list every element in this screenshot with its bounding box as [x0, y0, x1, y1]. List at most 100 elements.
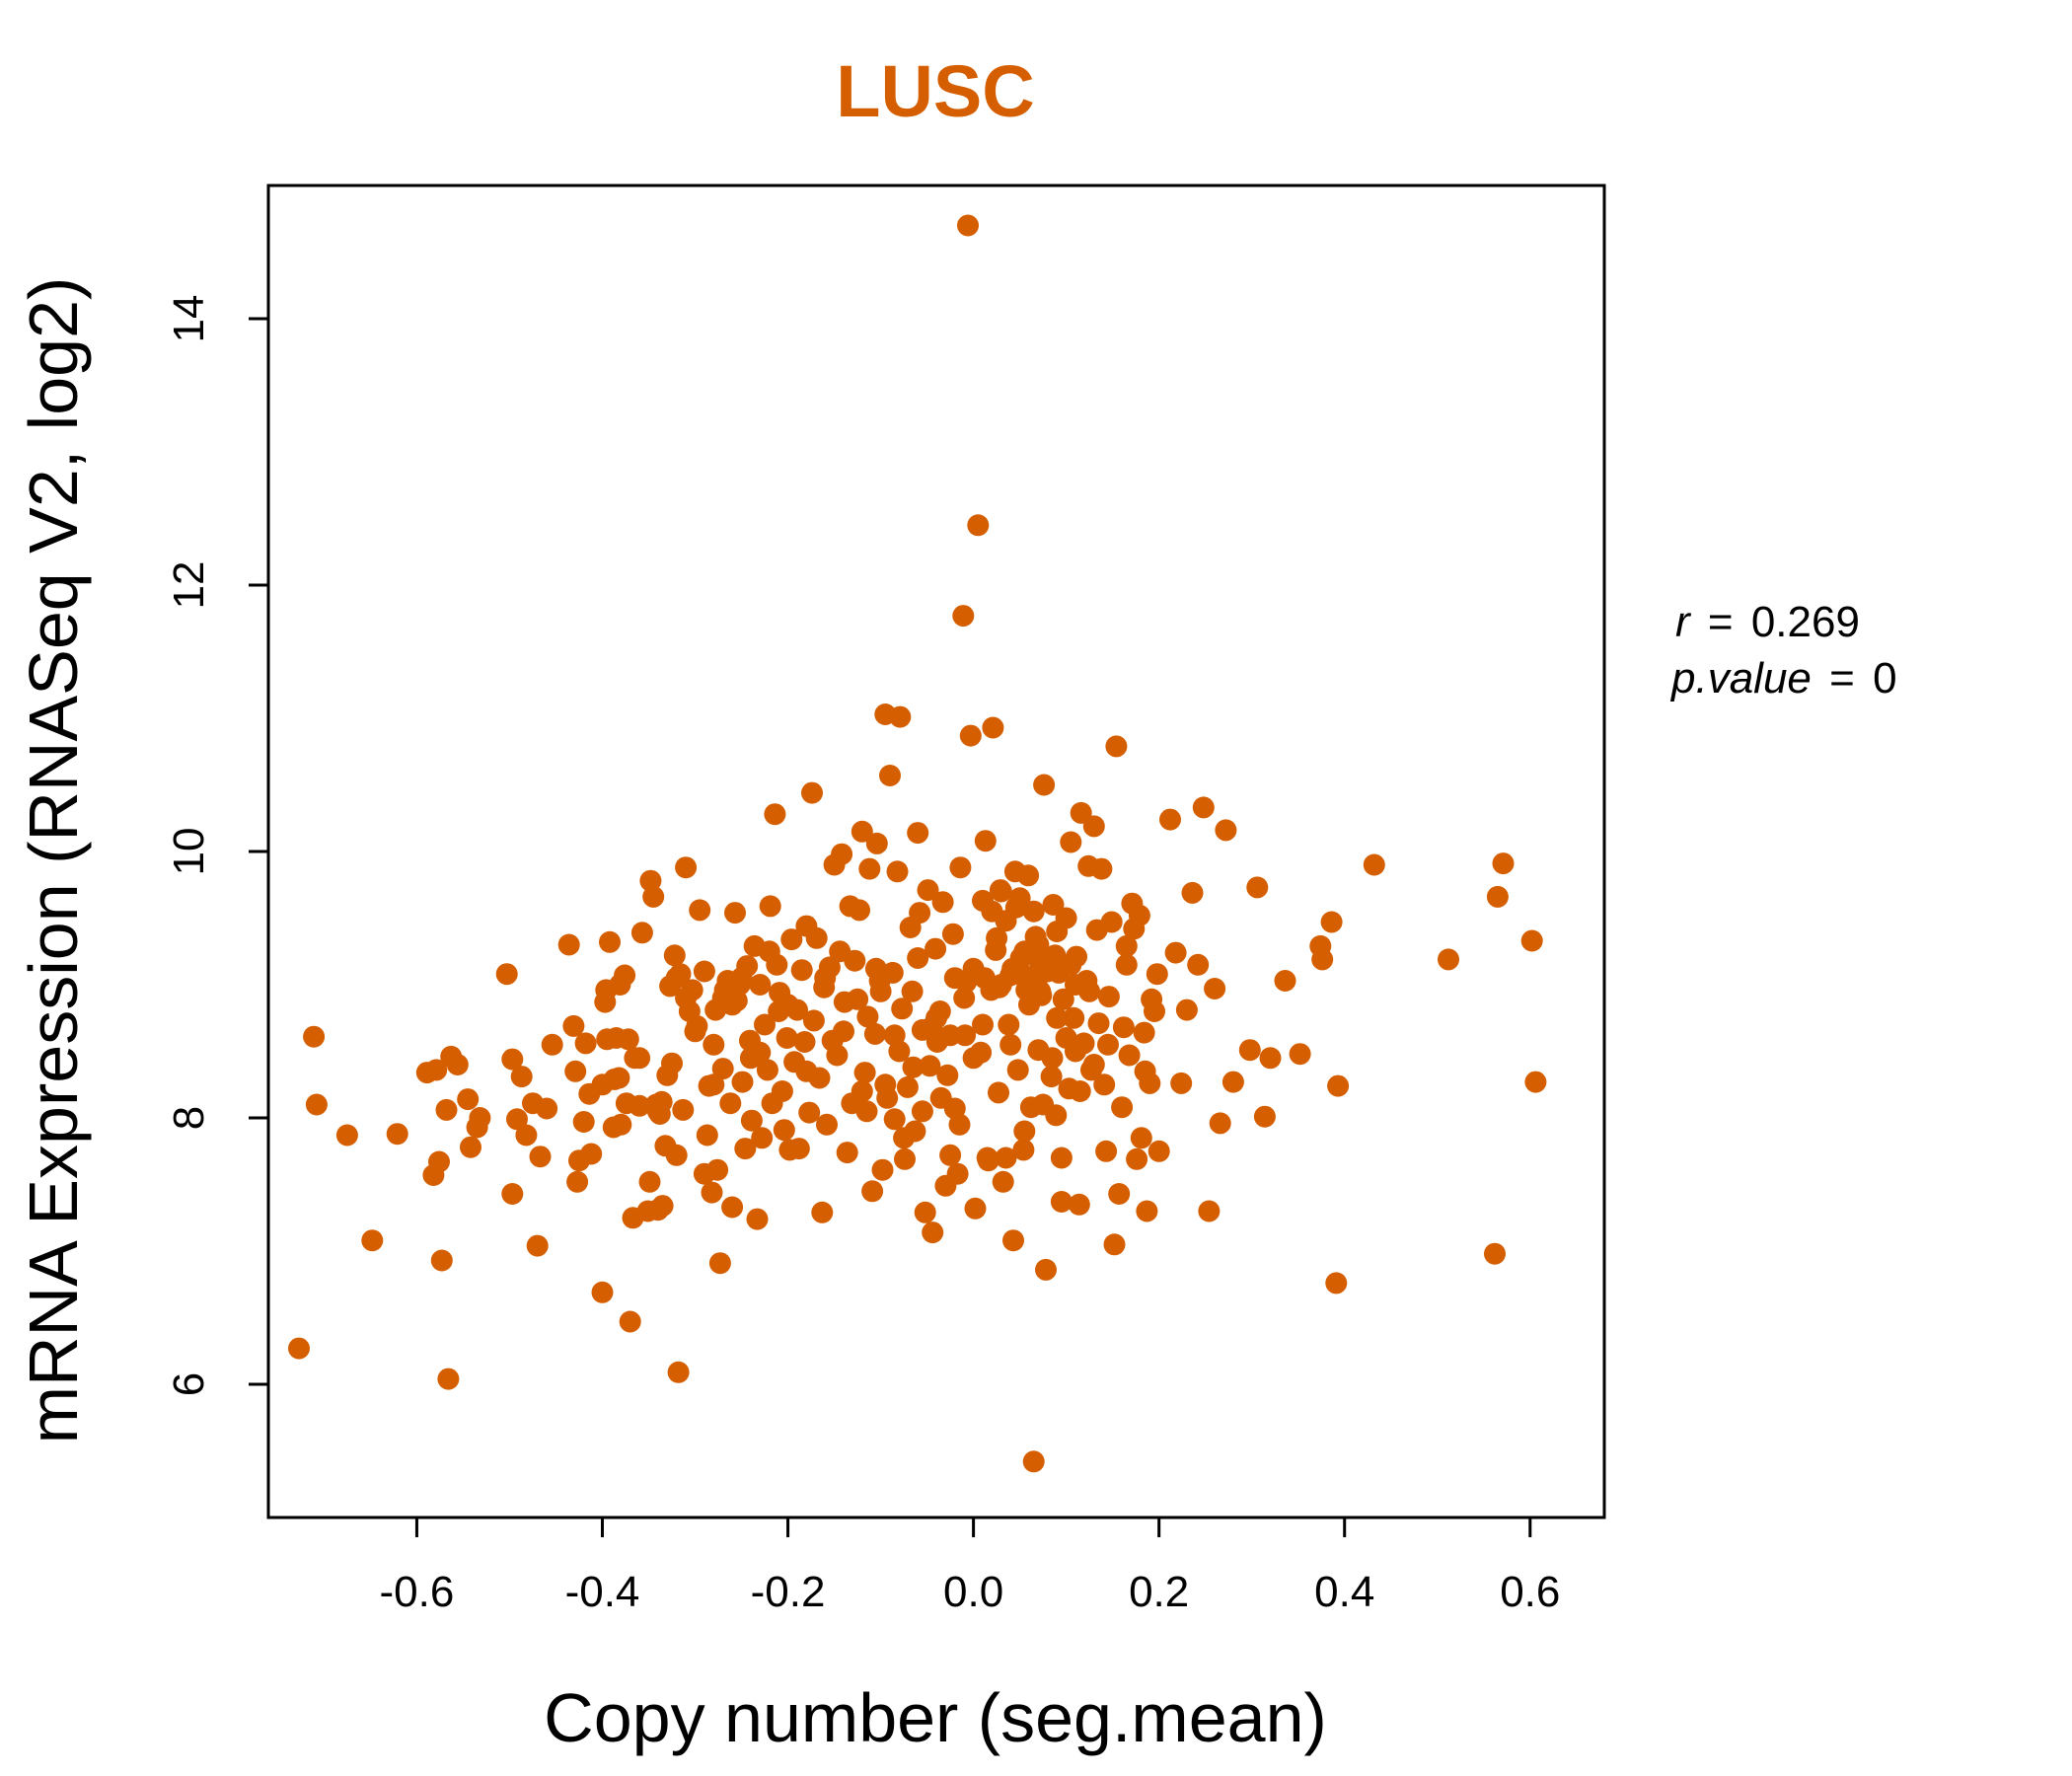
r-equals: = — [1708, 598, 1734, 646]
data-point — [936, 1064, 959, 1086]
data-point — [614, 964, 636, 987]
x-axis-label: Copy number (seg.mean) — [544, 1679, 1327, 1756]
data-point — [759, 895, 781, 918]
data-point — [1524, 1071, 1547, 1093]
data-point — [889, 705, 912, 728]
data-point — [816, 1113, 838, 1136]
data-point — [510, 1066, 533, 1088]
data-point — [1363, 853, 1385, 876]
data-point — [288, 1337, 310, 1360]
data-point — [696, 1124, 718, 1147]
data-point — [1128, 904, 1150, 926]
data-point — [998, 1013, 1020, 1036]
data-point — [754, 1013, 776, 1036]
x-tick-label: 0.6 — [1500, 1568, 1560, 1616]
data-point — [974, 830, 997, 852]
svg-text:r = 0.269: r = 0.269 — [1675, 598, 1860, 646]
correlation-annotation: r = 0.269 p.value = 0 — [1669, 598, 1897, 703]
data-point — [1002, 1229, 1024, 1252]
data-point — [1008, 887, 1031, 910]
data-point — [914, 1201, 936, 1223]
data-point — [1063, 1006, 1085, 1029]
data-point — [1105, 735, 1128, 758]
data-point — [1136, 1200, 1158, 1222]
data-point — [995, 1147, 1017, 1169]
data-point — [721, 1196, 744, 1219]
data-point — [849, 899, 870, 922]
data-point — [831, 843, 853, 865]
data-point — [992, 1170, 1014, 1193]
data-point — [1046, 921, 1069, 942]
data-point — [962, 1047, 985, 1070]
data-point — [661, 1052, 683, 1074]
data-point — [564, 1060, 587, 1082]
data-point — [506, 1108, 528, 1131]
data-point — [1175, 999, 1198, 1021]
data-point — [780, 928, 803, 951]
data-point — [1181, 881, 1204, 904]
data-point — [572, 1111, 595, 1133]
data-point — [1209, 1112, 1231, 1135]
data-point — [711, 987, 734, 1009]
data-point — [708, 1252, 731, 1275]
data-point — [428, 1150, 450, 1173]
data-point — [730, 967, 753, 990]
data-point — [1159, 808, 1181, 831]
data-point — [869, 980, 892, 1002]
data-point — [1100, 911, 1123, 933]
data-point — [469, 1107, 491, 1129]
data-point — [1134, 1060, 1156, 1082]
data-point — [526, 1234, 549, 1257]
data-point — [925, 937, 947, 960]
data-point — [1060, 953, 1082, 976]
data-point — [949, 856, 972, 879]
data-point — [756, 1059, 778, 1081]
data-point — [1041, 1047, 1064, 1070]
data-point — [907, 947, 929, 969]
data-point — [1130, 1127, 1152, 1149]
data-point — [776, 1027, 798, 1049]
data-point — [541, 1033, 563, 1056]
y-tick-label: 10 — [165, 828, 213, 876]
data-point — [833, 1020, 854, 1043]
data-point — [740, 1109, 763, 1132]
x-tick-label: -0.6 — [380, 1568, 455, 1616]
data-point — [629, 1047, 651, 1070]
data-point — [972, 1013, 994, 1036]
data-point — [1187, 953, 1210, 976]
data-point — [1327, 1074, 1350, 1097]
data-point — [1108, 1183, 1131, 1205]
data-point — [1325, 1272, 1348, 1295]
p-value-label: p.value — [1669, 654, 1812, 703]
data-point — [430, 1249, 453, 1272]
data-point — [1486, 885, 1509, 908]
data-point — [562, 1014, 585, 1037]
data-point — [1484, 1242, 1506, 1265]
data-point — [1012, 1139, 1035, 1161]
x-axis: -0.6 -0.4 -0.2 0.0 0.2 0.4 0.6 — [380, 1516, 1560, 1616]
data-point — [1022, 900, 1045, 923]
data-point — [529, 1146, 552, 1168]
data-point — [982, 716, 1004, 739]
data-point — [1118, 1044, 1141, 1067]
data-point — [646, 1100, 669, 1123]
data-point — [1070, 801, 1092, 824]
data-point — [739, 1047, 762, 1070]
data-point — [967, 514, 990, 537]
x-tick-label: -0.2 — [751, 1568, 826, 1616]
data-point — [851, 1080, 873, 1102]
p-value-equals: = — [1829, 654, 1855, 703]
data-point — [719, 1092, 742, 1115]
data-point — [952, 605, 975, 628]
data-point — [1032, 1093, 1055, 1116]
data-point — [853, 1062, 876, 1084]
data-point — [851, 820, 873, 843]
chart-title: LUSC — [836, 50, 1034, 132]
data-point — [881, 961, 904, 984]
data-point — [1097, 986, 1120, 1008]
data-point — [591, 1281, 614, 1303]
data-point — [953, 987, 976, 1009]
data-point — [703, 1033, 725, 1056]
data-point — [1103, 1233, 1126, 1256]
